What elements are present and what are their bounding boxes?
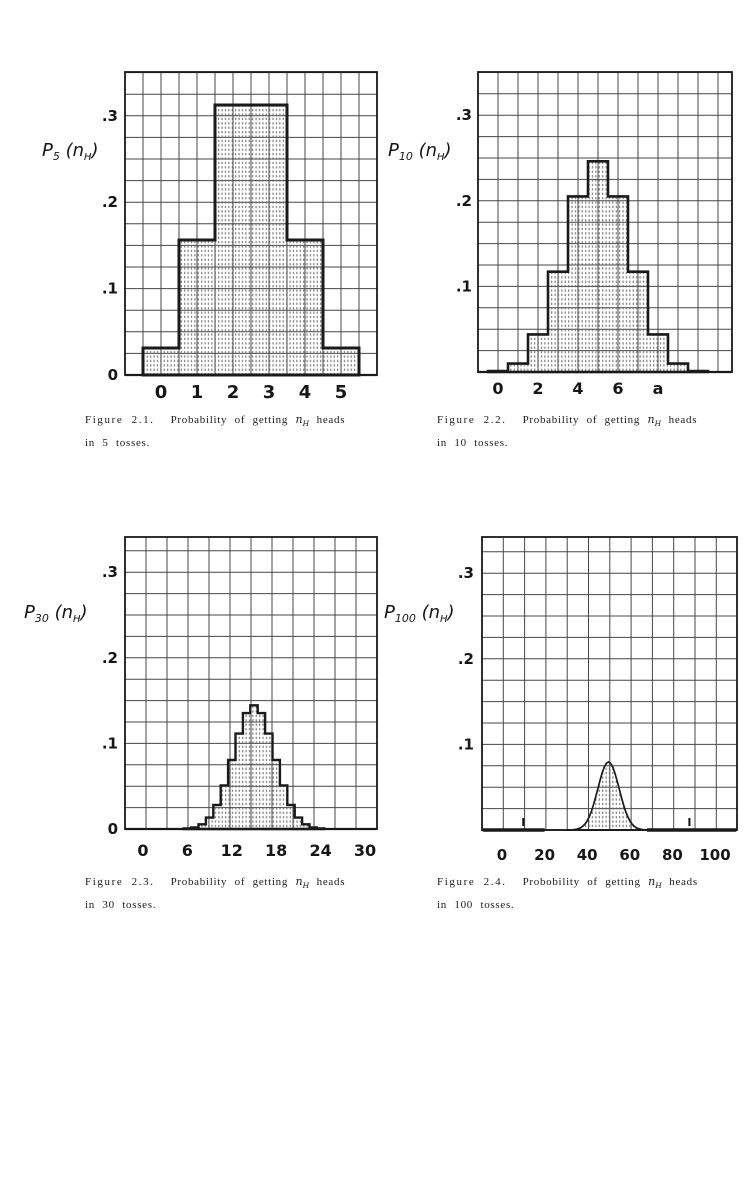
x-tick-label: 6 bbox=[182, 841, 193, 860]
caption-text-post: heads bbox=[316, 876, 346, 888]
figure-label: Figure 2.3. bbox=[85, 876, 155, 888]
chart-figure-2-1: 0 .1 .2 .3 0 1 2 3 4 5 P5 (nH) bbox=[30, 60, 380, 410]
y-tick-label: .3 bbox=[102, 563, 118, 581]
variable-nh: nH bbox=[295, 875, 310, 891]
chart-figure-2-2: .1 .2 .3 0 2 4 6 a P10 (nH) bbox=[380, 60, 744, 410]
y-tick-label: .3 bbox=[456, 106, 472, 124]
y-tick-label: .2 bbox=[458, 650, 474, 668]
distribution-2.4 bbox=[565, 760, 652, 831]
caption-text-post: heads bbox=[669, 876, 698, 888]
distribution-2.3 bbox=[182, 704, 326, 831]
y-tick-label: .2 bbox=[102, 193, 118, 211]
x-tick-label: 20 bbox=[534, 846, 555, 864]
y-tick-label: .3 bbox=[102, 107, 118, 125]
x-tick-label: 12 bbox=[221, 841, 243, 860]
caption-text-pre: Probability of getting bbox=[170, 414, 289, 426]
figure-label: Figure 2.4. bbox=[437, 876, 507, 888]
caption-text-post: heads bbox=[668, 414, 698, 426]
x-tick-label: 24 bbox=[309, 841, 331, 860]
distribution-2.2 bbox=[486, 160, 710, 374]
figure-label: Figure 2.1. bbox=[85, 414, 155, 426]
figure-label: Figure 2.2. bbox=[437, 414, 507, 426]
chart-svg-2.3: 0 .1 .2 .3 0 6 12 18 24 30 P30 (nH) bbox=[24, 536, 378, 860]
caption-line-2: in 100 tosses. bbox=[437, 899, 515, 912]
y-tick-label: .1 bbox=[456, 277, 472, 295]
variable-nh: nH bbox=[295, 413, 310, 429]
variable-nh: nH bbox=[647, 413, 662, 429]
x-tick-label: 6 bbox=[612, 379, 623, 398]
y-axis-label: P30 (nH) bbox=[24, 602, 88, 625]
caption-text-pre: Probobility of getting bbox=[522, 876, 641, 888]
caption-line-1: Figure 2.3. Probability of getting nH hea… bbox=[85, 874, 405, 893]
x-tick-label: 0 bbox=[155, 382, 168, 403]
caption-line-1: Figure 2.4. Probobility of getting nH hea… bbox=[437, 874, 744, 893]
caption-line-2: in 5 tosses. bbox=[85, 437, 150, 450]
baseline-mark: I bbox=[521, 816, 525, 829]
chart-figure-2-3: 0 .1 .2 .3 0 6 12 18 24 30 P30 (nH) bbox=[20, 525, 380, 875]
caption-text-post: heads bbox=[316, 414, 346, 426]
caption-line-2: in 10 tosses. bbox=[437, 437, 509, 450]
x-tick-label: 4 bbox=[572, 379, 583, 398]
y-tick-label: .3 bbox=[458, 564, 474, 582]
y-tick-label: .2 bbox=[456, 192, 472, 210]
caption-line-2: in 30 tosses. bbox=[85, 899, 157, 912]
chart-svg-2.2: .1 .2 .3 0 2 4 6 a P10 (nH) bbox=[388, 71, 733, 398]
x-tick-label: 2 bbox=[532, 379, 543, 398]
chart-figure-2-4: I I .1 .2 .3 0 20 40 60 80 100 P100 (nH) bbox=[380, 525, 744, 875]
chart-svg-2.4: I I .1 .2 .3 0 20 40 60 80 100 P100 (nH) bbox=[384, 536, 738, 864]
chart-svg-2.1: 0 .1 .2 .3 0 1 2 3 4 5 P5 (nH) bbox=[42, 71, 378, 403]
x-tick-label: a bbox=[653, 379, 664, 398]
x-tick-label: 0 bbox=[137, 841, 148, 860]
x-tick-label: 40 bbox=[577, 846, 598, 864]
x-tick-label: 2 bbox=[227, 382, 240, 403]
x-tick-label: 60 bbox=[619, 846, 640, 864]
x-tick-label: 1 bbox=[191, 382, 204, 403]
caption-text-pre: Probability of getting bbox=[522, 414, 641, 426]
y-tick-label: .1 bbox=[102, 280, 118, 298]
x-tick-label: 3 bbox=[263, 382, 276, 403]
figure-2-1-caption: Figure 2.1. Probability of getting nH hea… bbox=[85, 412, 405, 451]
y-tick-label: .1 bbox=[458, 735, 474, 753]
x-tick-label: 4 bbox=[299, 382, 312, 403]
variable-nh: nH bbox=[648, 875, 662, 891]
figure-2-3-caption: Figure 2.3. Probability of getting nH hea… bbox=[85, 874, 405, 913]
y-axis-label: P5 (nH) bbox=[42, 140, 99, 163]
caption-line-1: Figure 2.1. Probability of getting nH hea… bbox=[85, 412, 405, 431]
x-tick-label: 18 bbox=[265, 841, 287, 860]
distribution-2.1 bbox=[141, 103, 361, 377]
y-tick-label: .1 bbox=[102, 734, 118, 752]
figure-2-4-caption: Figure 2.4. Probobility of getting nH hea… bbox=[437, 874, 744, 913]
x-tick-label: 5 bbox=[335, 382, 348, 403]
caption-text-pre: Probability of getting bbox=[170, 876, 289, 888]
x-tick-label: 30 bbox=[354, 841, 376, 860]
x-tick-label: 100 bbox=[699, 846, 730, 864]
y-axis-label: P100 (nH) bbox=[384, 602, 455, 625]
baseline-mark: I bbox=[687, 816, 691, 829]
y-axis-label: P10 (nH) bbox=[388, 140, 452, 163]
y-tick-label: 0 bbox=[108, 820, 118, 838]
grid bbox=[124, 537, 378, 830]
x-tick-label: 0 bbox=[492, 379, 503, 398]
y-tick-label: .2 bbox=[102, 649, 118, 667]
x-tick-label: 80 bbox=[662, 846, 683, 864]
figure-2-2-caption: Figure 2.2. Probability of getting nH hea… bbox=[437, 412, 744, 451]
y-tick-label: 0 bbox=[108, 366, 118, 384]
caption-line-1: Figure 2.2. Probability of getting nH hea… bbox=[437, 412, 744, 431]
x-tick-label: 0 bbox=[497, 846, 507, 864]
